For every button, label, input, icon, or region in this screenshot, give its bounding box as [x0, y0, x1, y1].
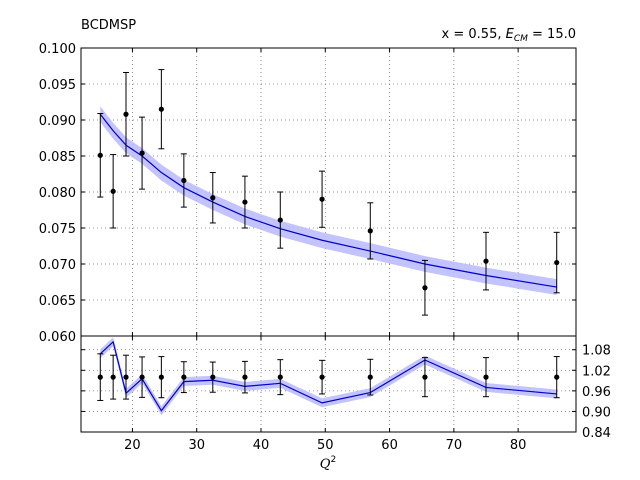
ratio-data-point	[483, 374, 489, 380]
ratio-data-point	[181, 374, 187, 380]
main-y-tick-label: 0.060	[39, 330, 76, 345]
main-uncertainty-band	[100, 106, 557, 295]
main-y-tick-label: 0.075	[39, 222, 76, 237]
main-y-tick-label: 0.070	[39, 258, 76, 273]
main-data-point	[181, 177, 187, 184]
main-prediction-curve	[99, 113, 557, 288]
ratio-data-point	[158, 374, 164, 380]
ratio-data-point	[97, 374, 103, 380]
x-tick-label: 50	[317, 438, 334, 453]
x-tick-label: 20	[124, 438, 141, 453]
main-data-point	[277, 217, 283, 223]
ratio-y-tick-label: 1.08	[582, 344, 611, 359]
x-axis-label: Q2	[320, 455, 336, 472]
chart-title-right: x = 0.55, ECM = 15.0	[442, 27, 576, 44]
main-data-point	[158, 106, 164, 112]
ratio-data-point	[277, 374, 283, 380]
ratio-y-tick-label: 0.96	[582, 385, 611, 400]
main-data-point	[139, 150, 145, 156]
main-y-tick-label: 0.080	[39, 186, 76, 201]
main-data-point	[210, 195, 216, 201]
main-data-point	[319, 196, 325, 202]
ratio-data-point	[554, 374, 560, 380]
ratio-data-point	[367, 374, 373, 380]
ratio-data-point	[123, 374, 129, 380]
main-data-point	[97, 152, 103, 158]
x-tick-label: 40	[253, 438, 270, 453]
x-tick-label: 80	[510, 438, 527, 453]
x-tick-label: 70	[446, 438, 463, 453]
main-data-point	[123, 111, 129, 117]
main-plot-panel: 0.060 0.065 0.070 0.075 0.080 0.085 0.090 0.095…	[39, 42, 577, 345]
ratio-y-tick-label: 0.90	[582, 405, 611, 420]
ratio-y-tick-label: 0.84	[582, 426, 611, 441]
ratio-data-point	[110, 374, 116, 380]
ratio-data-point	[210, 374, 216, 380]
main-data-point	[554, 259, 560, 266]
main-data-point	[422, 285, 428, 291]
chart-title-left: BCDMSP	[81, 18, 136, 33]
ratio-data-point	[139, 374, 145, 380]
ratio-data-point	[242, 374, 248, 380]
x-tick-label: 60	[381, 438, 398, 453]
ratio-prediction-curve	[99, 340, 557, 412]
ratio-frame	[80, 335, 577, 433]
main-data-point	[367, 228, 373, 234]
main-y-tick-label: 0.100	[39, 42, 76, 57]
x-tick-label: 30	[188, 438, 205, 453]
ratio-data-point	[422, 374, 428, 380]
main-data-point	[242, 199, 248, 205]
main-y-tick-label: 0.065	[39, 294, 76, 309]
main-y-tick-label: 0.095	[39, 78, 76, 93]
main-y-tick-label: 0.090	[39, 114, 76, 129]
main-y-tick-label: 0.085	[39, 150, 76, 165]
ratio-uncertainty-band	[100, 337, 557, 416]
main-data-point	[110, 188, 116, 194]
ratio-y-tick-label: 1.02	[582, 364, 611, 379]
main-data-point	[483, 258, 489, 264]
ratio-data-point	[319, 374, 325, 380]
ratio-plot-panel: 20 30 40 50 60 70 80 0.84 0.90 0.96 1.02 1.08	[80, 335, 611, 453]
